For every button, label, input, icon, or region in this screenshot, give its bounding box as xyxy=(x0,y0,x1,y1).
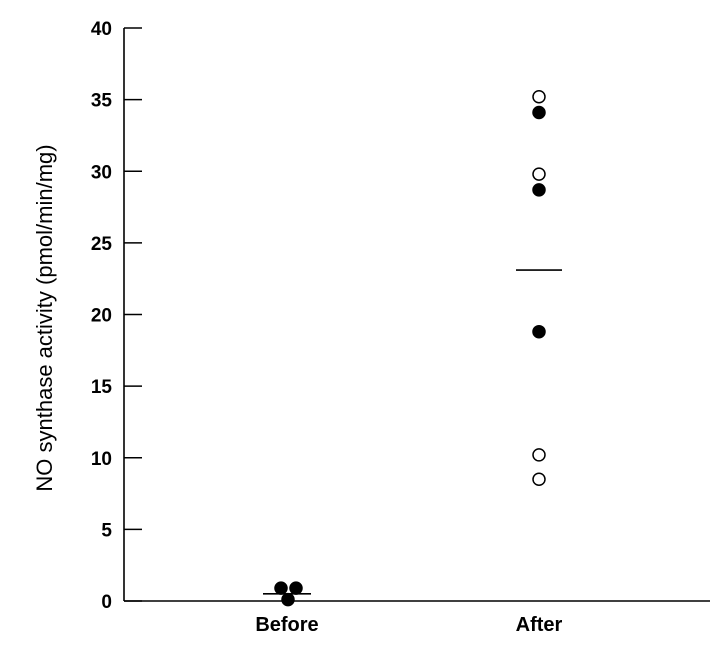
open-data-point xyxy=(532,167,546,181)
filled-data-point xyxy=(532,324,546,339)
data-points xyxy=(274,90,546,607)
y-tick-label: 35 xyxy=(91,91,113,112)
y-tick-label: 0 xyxy=(101,592,112,613)
y-tick-label: 40 xyxy=(91,19,112,40)
open-data-point xyxy=(532,472,546,486)
filled-data-point xyxy=(289,581,303,595)
filled-data-point xyxy=(281,592,295,607)
x-category-labels: Before After xyxy=(255,614,562,636)
y-tick-label: 15 xyxy=(91,377,113,398)
y-tick-label: 20 xyxy=(91,306,112,327)
x-category-label: After xyxy=(516,614,563,636)
mean-lines xyxy=(263,269,562,595)
y-tick-label: 10 xyxy=(91,449,112,470)
axes xyxy=(123,28,710,602)
open-data-point xyxy=(532,90,546,104)
y-ticks: 0 5 10 15 20 25 30 35 40 xyxy=(91,19,142,613)
y-tick-label: 25 xyxy=(91,234,113,255)
y-tick-label: 30 xyxy=(91,162,112,183)
filled-data-point xyxy=(274,581,288,595)
y-axis-title: NO synthase activity (pmol/min/mg) xyxy=(32,144,57,491)
filled-data-point xyxy=(532,183,546,197)
open-data-point xyxy=(532,448,546,462)
filled-data-point xyxy=(532,105,546,120)
y-tick-label: 5 xyxy=(101,520,112,541)
x-category-label: Before xyxy=(255,614,318,636)
